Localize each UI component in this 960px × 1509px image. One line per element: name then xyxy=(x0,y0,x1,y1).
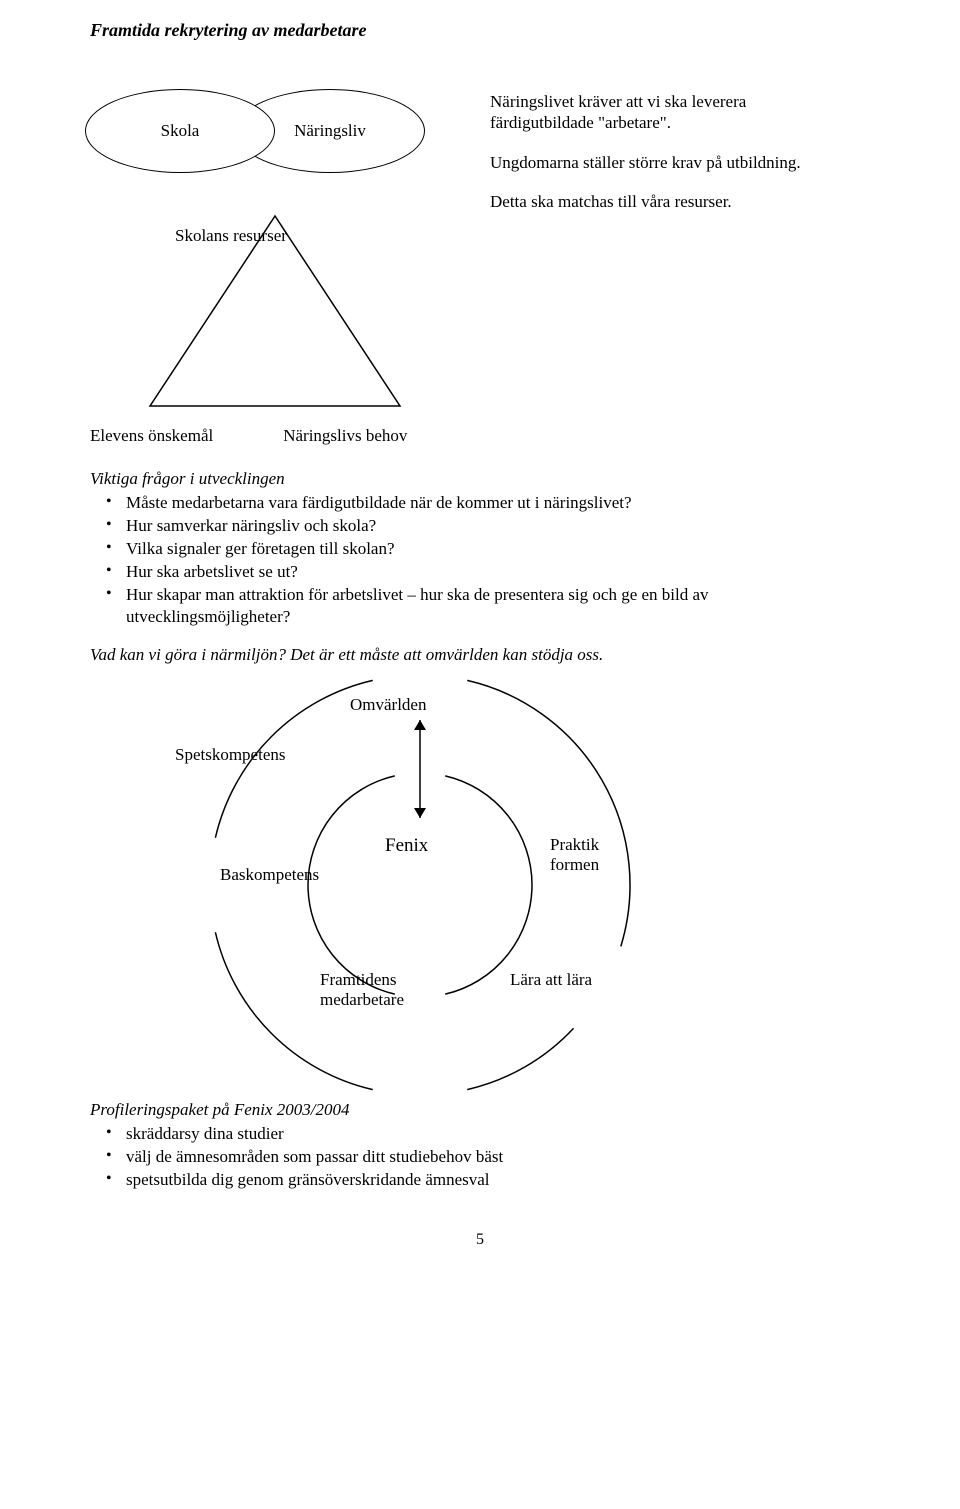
page-title: Framtida rekrytering av medarbetare xyxy=(90,20,870,41)
top-diagram: Skola Näringsliv Skolans resurser Näring… xyxy=(90,71,870,431)
list-item: Vilka signaler ger företagen till skolan… xyxy=(126,538,870,560)
label-framtidens: Framtidens medarbetare xyxy=(320,970,404,1011)
side-para-3: Detta ska matchas till våra resurser. xyxy=(490,191,810,212)
ellipse-naringsliv-label: Näringsliv xyxy=(294,121,366,141)
ellipse-skola: Skola xyxy=(85,89,275,173)
list-item: Måste medarbetarna vara färdigutbildade … xyxy=(126,492,870,514)
questions-heading: Viktiga frågor i utvecklingen xyxy=(90,469,870,489)
side-para-2: Ungdomarna ställer större krav på utbild… xyxy=(490,152,810,173)
questions-subline: Vad kan vi göra i närmiljön? Det är ett … xyxy=(90,645,870,665)
list-item: Hur ska arbetslivet se ut? xyxy=(126,561,870,583)
list-item: välj de ämnesområden som passar ditt stu… xyxy=(126,1146,870,1168)
label-fenix: Fenix xyxy=(385,835,428,858)
triangle-left-label: Elevens önskemål xyxy=(90,426,213,446)
label-omvarlden: Omvärlden xyxy=(350,695,426,715)
list-item: Hur samverkar näringsliv och skola? xyxy=(126,515,870,537)
label-lara: Lära att lära xyxy=(510,970,592,990)
label-baskompetens: Baskompetens xyxy=(220,865,319,885)
list-item: Hur skapar man attraktion för arbetslive… xyxy=(126,584,870,628)
list-item: skräddarsy dina studier xyxy=(126,1123,870,1145)
triangle-diagram xyxy=(140,211,410,421)
circle-diagram: Omvärlden Spetskompetens Baskompetens Fe… xyxy=(90,690,870,1060)
triangle-right-label: Näringslivs behov xyxy=(283,426,407,446)
ellipse-skola-label: Skola xyxy=(161,121,200,141)
list-item: spetsutbilda dig genom gränsöverskridand… xyxy=(126,1169,870,1191)
questions-list: Måste medarbetarna vara färdigutbildade … xyxy=(90,492,870,629)
page-number: 5 xyxy=(90,1231,870,1249)
side-text: Näringslivet kräver att vi ska leverera … xyxy=(490,91,810,230)
label-praktik: Praktik formen xyxy=(550,835,599,876)
side-para-1: Näringslivet kräver att vi ska leverera … xyxy=(490,91,810,134)
footer-heading: Profileringspaket på Fenix 2003/2004 xyxy=(90,1100,870,1120)
footer-list: skräddarsy dina studier välj de ämnesomr… xyxy=(90,1123,870,1191)
label-spetskompetens: Spetskompetens xyxy=(175,745,286,765)
